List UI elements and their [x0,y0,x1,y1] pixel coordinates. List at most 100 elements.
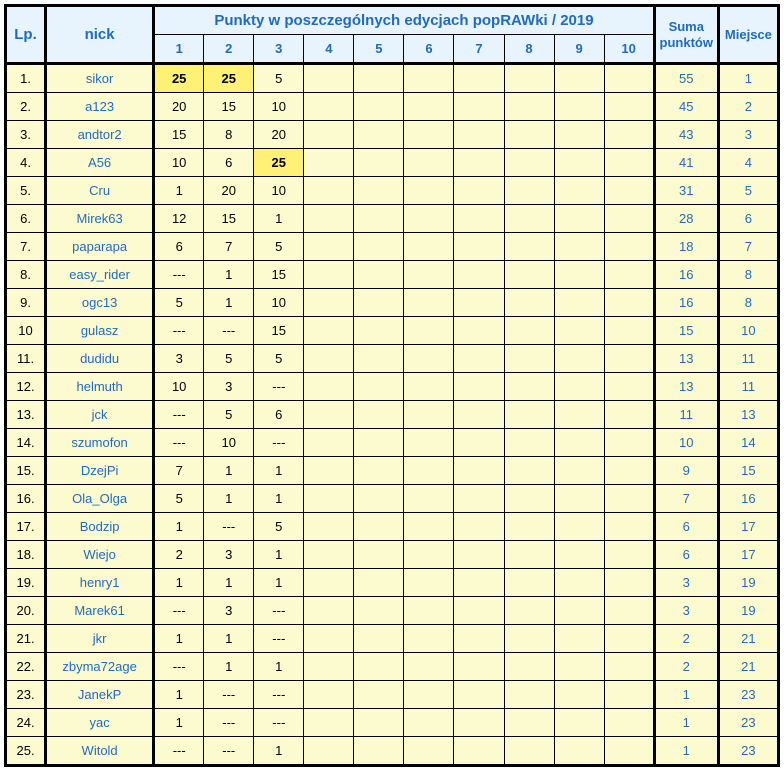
cell-edition [404,625,454,653]
cell-edition [504,625,554,653]
cell-edition: 20 [204,177,254,205]
cell-edition [554,205,604,233]
cell-edition [454,541,504,569]
cell-edition [404,93,454,121]
cell-edition [504,485,554,513]
cell-edition [604,709,654,737]
cell-edition: --- [254,373,304,401]
cell-lp: 17. [6,513,46,541]
cell-edition: 3 [204,373,254,401]
cell-edition: 1 [254,485,304,513]
cell-edition [454,93,504,121]
header-edition-10: 10 [604,35,654,64]
cell-lp: 12. [6,373,46,401]
cell-edition [354,569,404,597]
table-row: 21.jkr11---221 [6,625,779,653]
cell-sum: 13 [654,345,718,373]
cell-edition: --- [204,317,254,345]
cell-edition [354,513,404,541]
cell-lp: 2. [6,93,46,121]
cell-edition [604,429,654,457]
cell-lp: 25. [6,737,46,766]
header-edition-5: 5 [354,35,404,64]
cell-edition [354,289,404,317]
cell-edition [454,317,504,345]
cell-edition [304,205,354,233]
cell-edition: 15 [154,121,204,149]
cell-lp: 8. [6,261,46,289]
cell-edition [354,401,404,429]
cell-edition [404,597,454,625]
cell-edition [554,373,604,401]
cell-edition [504,457,554,485]
cell-edition: 1 [154,177,204,205]
cell-edition [454,653,504,681]
cell-place: 17 [718,541,778,569]
header-edition-8: 8 [504,35,554,64]
cell-edition [354,681,404,709]
cell-place: 21 [718,625,778,653]
cell-nick: zbyma72age [46,653,154,681]
cell-sum: 45 [654,93,718,121]
table-header: Lp. nick Punkty w poszczególnych edycjac… [6,6,779,64]
cell-edition: 1 [254,457,304,485]
cell-edition [354,149,404,177]
cell-edition: 1 [204,625,254,653]
cell-edition: --- [204,513,254,541]
cell-edition [604,625,654,653]
cell-edition: 10 [254,93,304,121]
cell-nick: yac [46,709,154,737]
cell-sum: 13 [654,373,718,401]
cell-edition [404,345,454,373]
cell-place: 13 [718,401,778,429]
cell-edition [304,401,354,429]
cell-place: 19 [718,569,778,597]
cell-edition [554,709,604,737]
cell-edition [454,64,504,93]
table-row: 10gulasz------151510 [6,317,779,345]
cell-edition [504,149,554,177]
cell-lp: 5. [6,177,46,205]
cell-edition [554,345,604,373]
cell-edition [354,261,404,289]
cell-place: 15 [718,457,778,485]
cell-edition: 1 [254,653,304,681]
cell-edition [504,401,554,429]
cell-edition [354,177,404,205]
cell-edition: 1 [154,625,204,653]
cell-place: 19 [718,597,778,625]
cell-edition [404,205,454,233]
cell-edition [404,709,454,737]
cell-edition: 5 [204,345,254,373]
cell-edition [504,261,554,289]
cell-edition [504,289,554,317]
cell-edition: --- [154,401,204,429]
cell-edition [454,681,504,709]
cell-edition: 5 [254,64,304,93]
cell-edition [554,289,604,317]
cell-edition [404,177,454,205]
cell-sum: 16 [654,261,718,289]
cell-lp: 16. [6,485,46,513]
cell-nick: easy_rider [46,261,154,289]
cell-edition: --- [154,429,204,457]
table-row: 18.Wiejo231617 [6,541,779,569]
cell-place: 17 [718,513,778,541]
cell-edition [304,64,354,93]
table-row: 25.Witold------1123 [6,737,779,766]
cell-edition [304,569,354,597]
ranking-table: Lp. nick Punkty w poszczególnych edycjac… [4,4,780,767]
cell-edition [304,93,354,121]
table-row: 22.zbyma72age---11221 [6,653,779,681]
cell-edition: 5 [254,345,304,373]
table-row: 5.Cru12010315 [6,177,779,205]
cell-edition [604,653,654,681]
cell-edition [354,64,404,93]
cell-edition: 1 [154,709,204,737]
cell-edition [404,261,454,289]
cell-place: 23 [718,681,778,709]
table-row: 15.DzejPi711915 [6,457,779,485]
cell-nick: JanekP [46,681,154,709]
cell-edition: 1 [154,681,204,709]
cell-place: 4 [718,149,778,177]
